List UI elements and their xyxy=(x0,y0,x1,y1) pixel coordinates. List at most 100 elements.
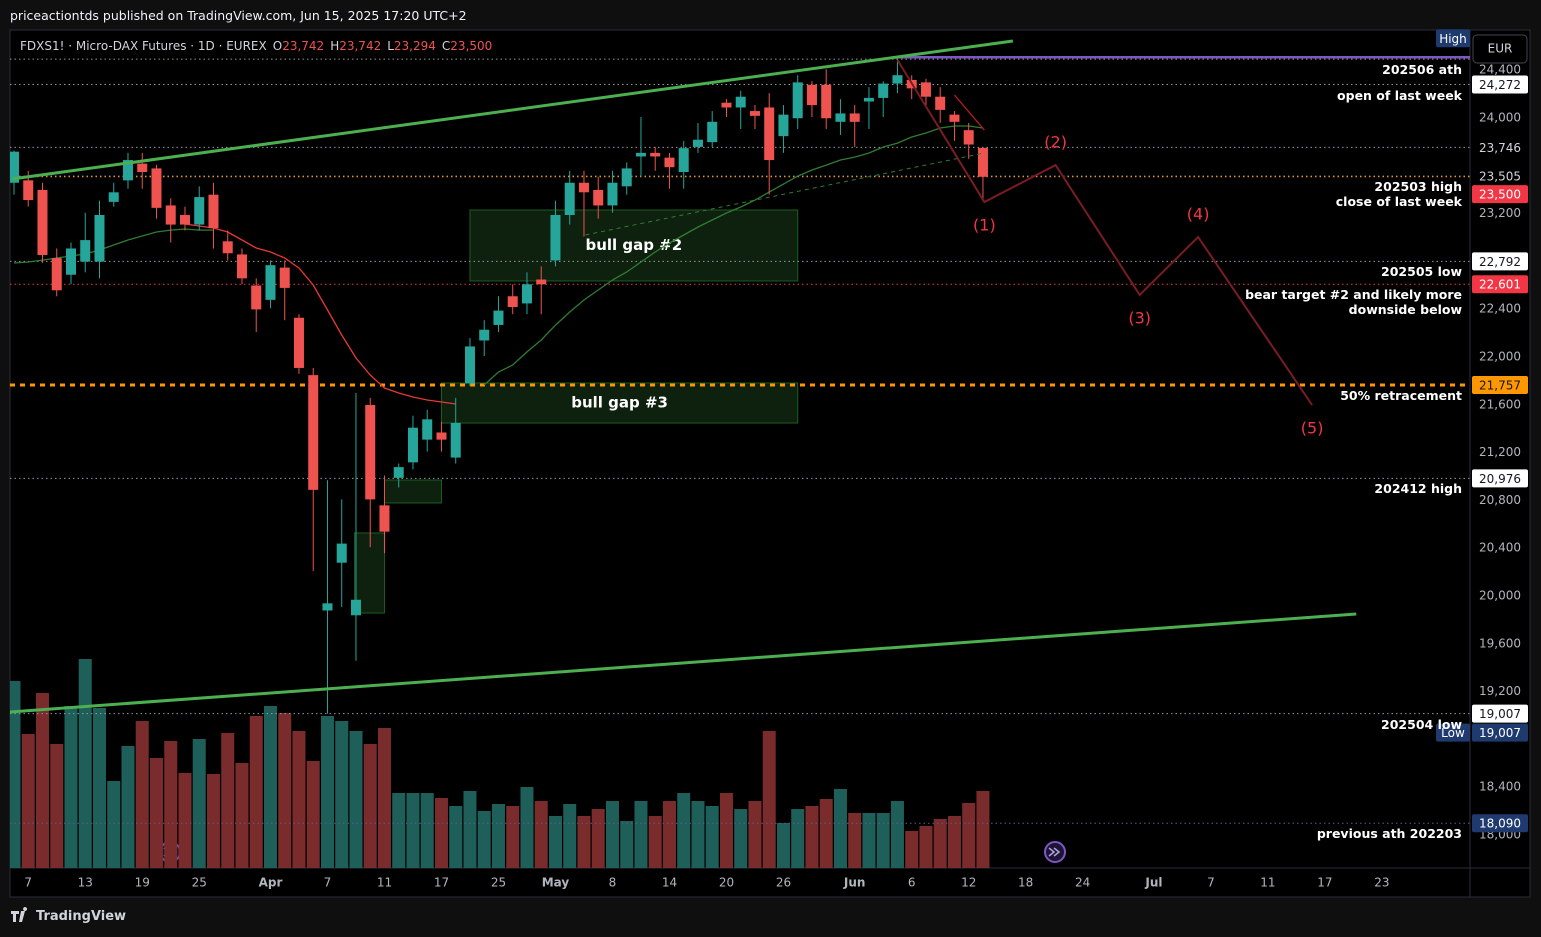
symbol-name: FDXS1! · Micro-DAX Futures · 1D · EUREX xyxy=(20,39,267,53)
y-ticks: 19,200 xyxy=(1479,684,1521,698)
x-tick-label: 25 xyxy=(192,876,207,890)
wave-label: (5) xyxy=(1301,418,1324,437)
candle-body xyxy=(65,248,76,275)
price-tag-label: 20,976 xyxy=(1479,472,1521,486)
volume-bar xyxy=(50,744,64,868)
level-label: 202506 ath xyxy=(1382,62,1462,78)
y-tick-label: 19,600 xyxy=(1479,636,1521,650)
volume-bar xyxy=(976,791,990,868)
price-tag xyxy=(1472,138,1528,157)
ohlc-key: C xyxy=(441,39,451,53)
marker-tag xyxy=(1436,29,1470,48)
volume-bar xyxy=(848,813,862,868)
trendline xyxy=(10,612,1357,714)
y-ticks: 24,400 xyxy=(1479,63,1521,77)
y-ticks: 20,400 xyxy=(1479,541,1521,555)
volume-bar xyxy=(249,716,263,868)
volume-bar xyxy=(762,731,776,868)
price-tag-label: 23,505 xyxy=(1479,170,1521,184)
y-tick-label: 20,800 xyxy=(1479,493,1521,507)
volume-bar xyxy=(933,819,947,868)
candle-body xyxy=(222,241,233,254)
candle-body xyxy=(265,265,276,300)
volume-bar xyxy=(506,806,520,868)
candle-body xyxy=(493,310,504,325)
volume-bar xyxy=(662,801,676,868)
level-label: bear target #2 and likely more downside … xyxy=(1245,287,1462,318)
x-tick-label: 24 xyxy=(1075,876,1090,890)
x-tick-label: 11 xyxy=(1260,876,1275,890)
candle-body xyxy=(179,215,190,225)
moving-average xyxy=(184,223,456,405)
candle-body xyxy=(806,84,817,106)
y-ticks: 18,400 xyxy=(1479,780,1521,794)
volume-bar xyxy=(406,793,420,868)
volume-bar xyxy=(477,811,491,868)
volume-bar xyxy=(833,789,847,868)
volume-bar xyxy=(634,801,648,868)
currency-button[interactable]: EUR xyxy=(1472,34,1528,64)
candle-body xyxy=(749,111,760,116)
gap-zone xyxy=(383,479,442,504)
wave-path xyxy=(896,59,1313,406)
candle-body xyxy=(878,83,889,98)
levels xyxy=(10,56,1470,824)
price-tag xyxy=(1472,275,1528,294)
y-tick-label: 23,200 xyxy=(1479,206,1521,220)
y-tick-label: 18,400 xyxy=(1479,780,1521,794)
candle-body xyxy=(892,75,903,84)
candle-body xyxy=(251,285,262,310)
volume-bar xyxy=(149,758,163,868)
volume xyxy=(10,659,990,868)
price-tag xyxy=(1472,469,1528,488)
y-ticks: 23,200 xyxy=(1479,206,1521,220)
candle-body xyxy=(122,160,133,181)
candle-body xyxy=(308,375,319,490)
price-tag-label: 23,500 xyxy=(1479,188,1521,202)
axes: 24,272 23,746 23,505 23,500 22,792 22,601 21,7… xyxy=(1436,29,1528,833)
price-tag-label: 23,746 xyxy=(1479,141,1521,155)
candle-body xyxy=(37,189,48,256)
candle-body xyxy=(23,180,34,201)
level-label: 202412 high xyxy=(1374,481,1462,497)
candle-body xyxy=(350,599,361,616)
volume-bar xyxy=(78,659,92,868)
y-ticks: 22,000 xyxy=(1479,350,1521,364)
volume-bar xyxy=(791,809,805,868)
replay-icon[interactable] xyxy=(1044,841,1066,863)
volume-bar xyxy=(164,741,178,868)
candle-body xyxy=(10,151,19,183)
candle-body xyxy=(379,505,390,532)
level-label: 50% retracement xyxy=(1340,388,1462,404)
volume-bar xyxy=(335,721,349,868)
candle-body xyxy=(707,121,718,143)
volume-bar xyxy=(434,798,448,868)
candle-body xyxy=(393,467,404,478)
volume-bar xyxy=(121,746,135,868)
volume-bar xyxy=(263,706,277,868)
candle-body xyxy=(436,432,447,440)
candles xyxy=(10,59,988,714)
x-tick-label: 25 xyxy=(491,876,506,890)
ohlc-value: 23,294 xyxy=(393,39,436,53)
price-tag-label: 18,090 xyxy=(1479,817,1521,831)
trendlines xyxy=(10,39,1357,714)
candle-body xyxy=(165,205,176,225)
volume-bar xyxy=(620,821,634,868)
x-tick-label: May xyxy=(542,876,570,890)
ohlc-value: 23,500 xyxy=(450,39,493,53)
x-tick-label: 6 xyxy=(908,876,916,890)
volume-bar xyxy=(135,721,149,868)
candle-body xyxy=(236,254,247,279)
candle-body xyxy=(778,114,789,137)
ohlc-key: O xyxy=(272,39,283,53)
level-label: 202505 low xyxy=(1381,264,1462,280)
volume-bar xyxy=(520,787,534,868)
level-label: 202504 low xyxy=(1381,716,1462,732)
price-tag-label: 21,757 xyxy=(1479,379,1521,393)
x-tick-label: 18 xyxy=(1018,876,1033,890)
candle-body xyxy=(635,152,646,157)
volume-bar xyxy=(677,793,691,868)
price-tag xyxy=(1472,167,1528,186)
candle-body xyxy=(835,113,846,122)
